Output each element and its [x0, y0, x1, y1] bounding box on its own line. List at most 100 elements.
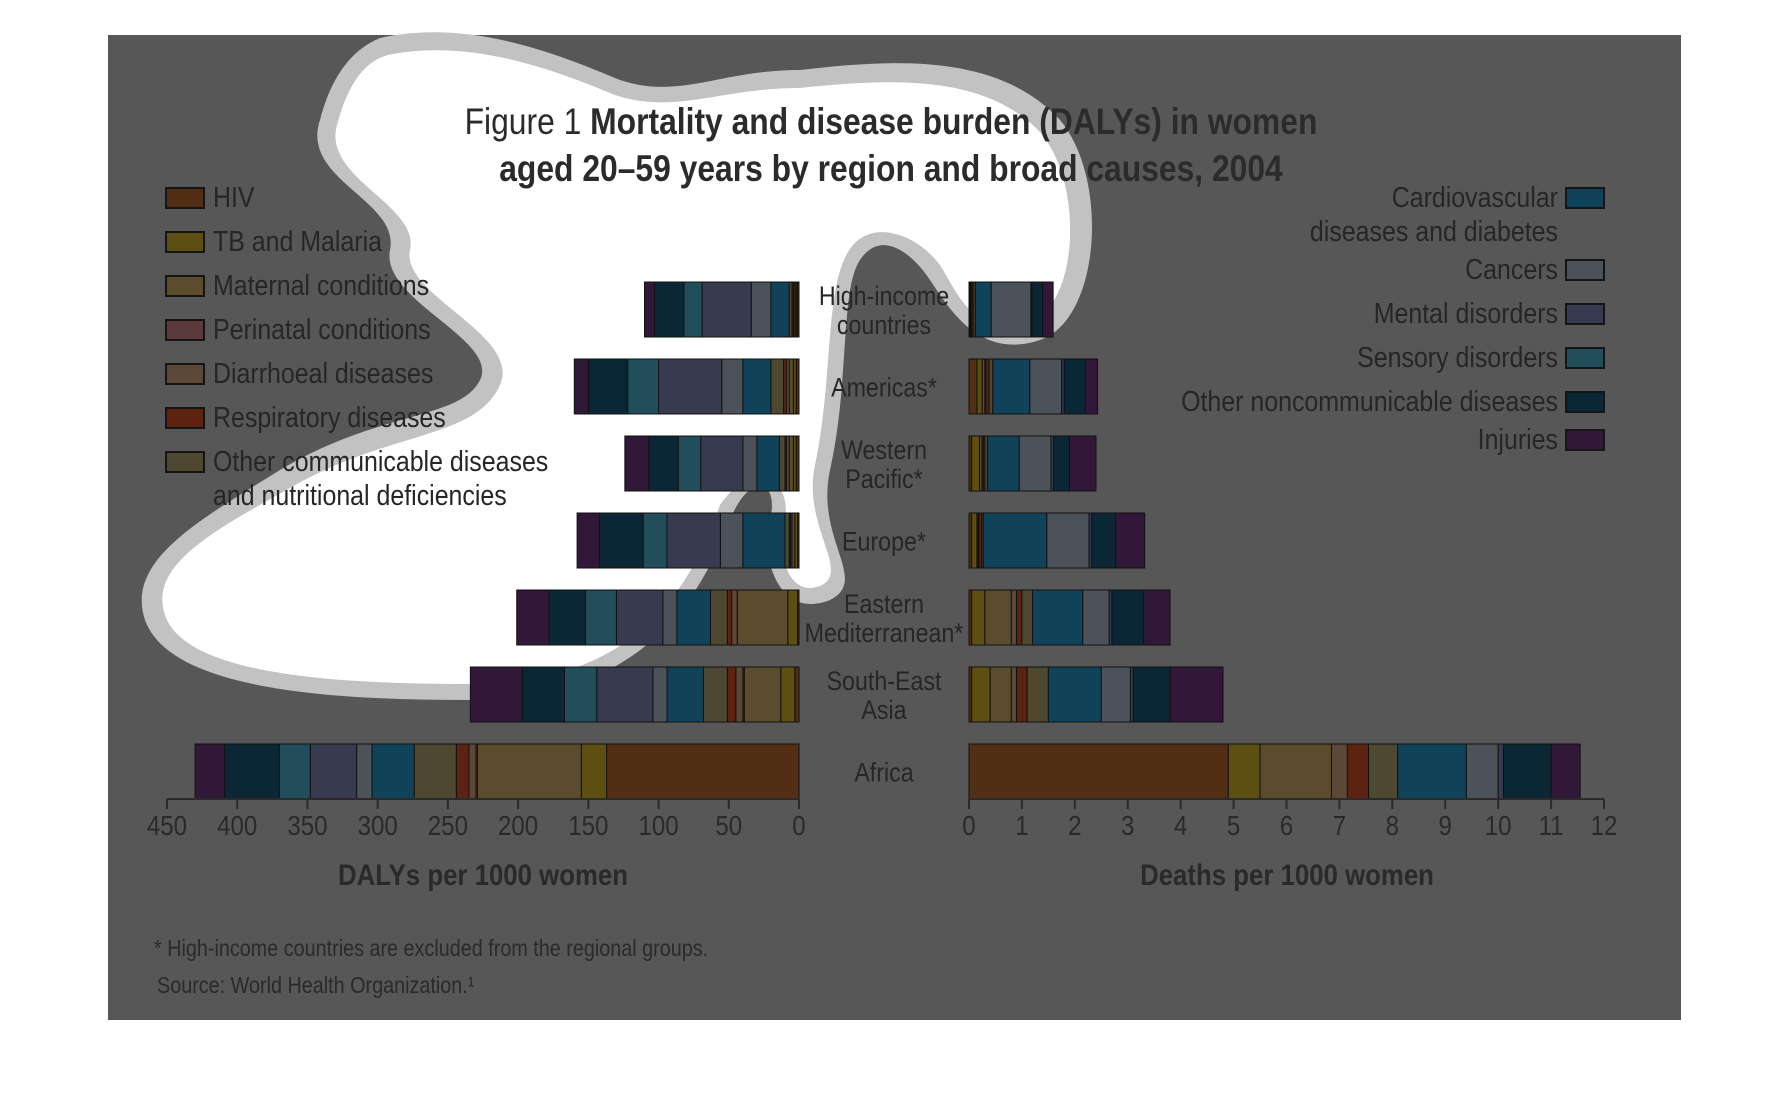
left-tick-label: 400: [217, 809, 257, 841]
left-tick-label: 200: [498, 809, 538, 841]
bar-dalys-africa-cardiovascular-diseases-and-diabetes: [371, 743, 415, 800]
region-label: Asia: [861, 695, 906, 725]
bar-dalys-high-income-countries-mental-disorders: [701, 281, 752, 338]
bar-dalys-western-pacific-sensory-disorders: [677, 435, 702, 492]
legend-swatch-other-communicable-diseases-and-nutritional-deficiencies: [165, 451, 205, 473]
legend-label-cardiovascular-diseases-and-diabetes: Cardiovascular: [1392, 181, 1558, 213]
right-x-axis-label: Deaths per 1000 women: [1140, 858, 1434, 891]
bar-deaths-africa-respiratory-diseases: [1346, 743, 1370, 800]
legend-swatch-mental-disorders: [1565, 303, 1605, 325]
left-tick-label: 450: [147, 809, 187, 841]
region-label: Pacific*: [845, 464, 923, 494]
bar-dalys-eastern-mediterranean-injuries: [516, 589, 550, 646]
right-tick-label: 9: [1439, 809, 1452, 841]
bar-dalys-eastern-mediterranean-cardiovascular-diseases-and-diabetes: [676, 589, 712, 646]
region-label: Europe*: [842, 527, 926, 557]
right-tick-label: 2: [1068, 809, 1081, 841]
right-tick-label: 11: [1539, 809, 1564, 841]
legend-label-maternal-conditions: Maternal conditions: [213, 269, 429, 301]
bar-dalys-africa-tb-and-malaria: [580, 743, 608, 800]
bar-deaths-africa-other-noncommunicable-diseases: [1502, 743, 1552, 800]
region-label: Americas*: [831, 373, 937, 403]
bar-dalys-eastern-mediterranean-sensory-disorders: [585, 589, 617, 646]
legend-swatch-maternal-conditions: [165, 275, 205, 297]
right-tick-label: 0: [962, 809, 975, 841]
legend-swatch-perinatal-conditions: [165, 319, 205, 341]
bar-dalys-western-pacific-maternal-conditions: [788, 435, 794, 492]
bar-deaths-high-income-countries-cancers: [990, 281, 1032, 338]
bar-deaths-south-east-asia-injuries: [1169, 666, 1224, 723]
legend-label-other-noncommunicable-diseases: Other noncommunicable diseases: [1181, 385, 1558, 417]
bar-deaths-high-income-countries-other-noncommunicable-diseases: [1031, 281, 1044, 338]
bar-deaths-africa-tb-and-malaria: [1227, 743, 1261, 800]
left-tick-label: 0: [792, 809, 805, 841]
legend-label-tb-and-malaria: TB and Malaria: [213, 225, 383, 257]
bar-dalys-south-east-asia-tb-and-malaria: [780, 666, 796, 723]
bar-deaths-south-east-asia-tb-and-malaria: [971, 666, 991, 723]
bar-dalys-africa-mental-disorders: [309, 743, 358, 800]
bar-deaths-eastern-mediterranean-other-noncommunicable-diseases: [1111, 589, 1145, 646]
region-label: Western: [841, 435, 927, 465]
bar-dalys-americas-maternal-conditions: [788, 358, 794, 415]
bar-dalys-africa-diarrhoeal-diseases: [468, 743, 477, 800]
right-tick-label: 1: [1015, 809, 1028, 841]
bar-deaths-eastern-mediterranean-injuries: [1143, 589, 1171, 646]
legend-label-perinatal-conditions: Perinatal conditions: [213, 313, 431, 345]
bar-dalys-high-income-countries-injuries: [644, 281, 655, 338]
bar-deaths-europe-other-noncommunicable-diseases: [1091, 512, 1117, 569]
region-label: Eastern: [844, 589, 924, 619]
bar-dalys-eastern-mediterranean-tb-and-malaria: [787, 589, 799, 646]
bar-deaths-eastern-mediterranean-diarrhoeal-diseases: [1010, 589, 1018, 646]
left-tick-label: 350: [287, 809, 327, 841]
bar-dalys-europe-sensory-disorders: [642, 512, 668, 569]
legend-swatch-hiv: [165, 187, 205, 209]
bar-dalys-eastern-mediterranean-maternal-conditions: [736, 589, 789, 646]
bar-dalys-europe-mental-disorders: [666, 512, 721, 569]
legend-label-hiv: HIV: [213, 181, 255, 213]
bar-deaths-high-income-countries-injuries: [1042, 281, 1054, 338]
bar-deaths-europe-cancers: [1046, 512, 1090, 569]
bar-deaths-americas-cardiovascular-diseases-and-diabetes: [992, 358, 1031, 415]
bar-dalys-high-income-countries-cardiovascular-diseases-and-diabetes: [770, 281, 790, 338]
bar-dalys-high-income-countries-sensory-disorders: [683, 281, 703, 338]
bar-dalys-africa-respiratory-diseases: [455, 743, 470, 800]
bar-dalys-americas-sensory-disorders: [627, 358, 660, 415]
region-label: High-income: [819, 281, 949, 311]
right-x-axis: 0 1 2 3 4 5 6 7 8 9 10 11 12: [962, 798, 1618, 841]
bar-dalys-south-east-asia-respiratory-diseases: [726, 666, 737, 723]
right-tick-label: 8: [1386, 809, 1399, 841]
chart-title-line1: Figure 1 Mortality and disease burden (D…: [125, 101, 1658, 143]
bar-deaths-eastern-mediterranean-cancers: [1082, 589, 1110, 646]
bar-dalys-europe-injuries: [576, 512, 601, 569]
bar-dalys-south-east-asia-other-communicable-diseases-and-nutritional-deficiencies: [702, 666, 728, 723]
bar-dalys-south-east-asia-maternal-conditions: [743, 666, 782, 723]
region-label: Africa: [854, 758, 913, 788]
legend-swatch-diarrhoeal-diseases: [165, 363, 205, 385]
bar-deaths-south-east-asia-maternal-conditions: [989, 666, 1012, 723]
left-tick-label: 250: [428, 809, 468, 841]
bar-dalys-eastern-mediterranean-cancers: [662, 589, 678, 646]
bar-dalys-americas-injuries: [573, 358, 589, 415]
bar-deaths-africa-injuries: [1550, 743, 1581, 800]
left-tick-label: 150: [568, 809, 608, 841]
bar-deaths-africa-maternal-conditions: [1259, 743, 1332, 800]
region-label: countries: [837, 310, 931, 340]
bar-deaths-americas-hiv: [968, 358, 978, 415]
right-tick-label: 7: [1333, 809, 1346, 841]
bar-dalys-western-pacific-other-communicable-diseases-and-nutritional-deficiencies: [778, 435, 786, 492]
bar-deaths-south-east-asia-cancers: [1100, 666, 1131, 723]
bar-dalys-south-east-asia-cardiovascular-diseases-and-diabetes: [666, 666, 704, 723]
bar-deaths-eastern-mediterranean-tb-and-malaria: [971, 589, 986, 646]
bar-deaths-south-east-asia-other-noncommunicable-diseases: [1132, 666, 1171, 723]
legend-left: HIV TB and Malaria Maternal conditions Peri…: [165, 181, 548, 511]
legend-swatch-cardiovascular-diseases-and-diabetes: [1565, 187, 1605, 209]
right-tick-label: 3: [1121, 809, 1134, 841]
bar-dalys-western-pacific-cancers: [742, 435, 758, 492]
bar-dalys-western-pacific-cardiovascular-diseases-and-diabetes: [756, 435, 780, 492]
bar-deaths-americas-other-communicable-diseases-and-nutritional-deficiencies: [988, 358, 994, 415]
bar-deaths-eastern-mediterranean-cardiovascular-diseases-and-diabetes: [1032, 589, 1084, 646]
bar-dalys-south-east-asia-other-noncommunicable-diseases: [521, 666, 565, 723]
right-tick-label: 12: [1591, 809, 1618, 841]
